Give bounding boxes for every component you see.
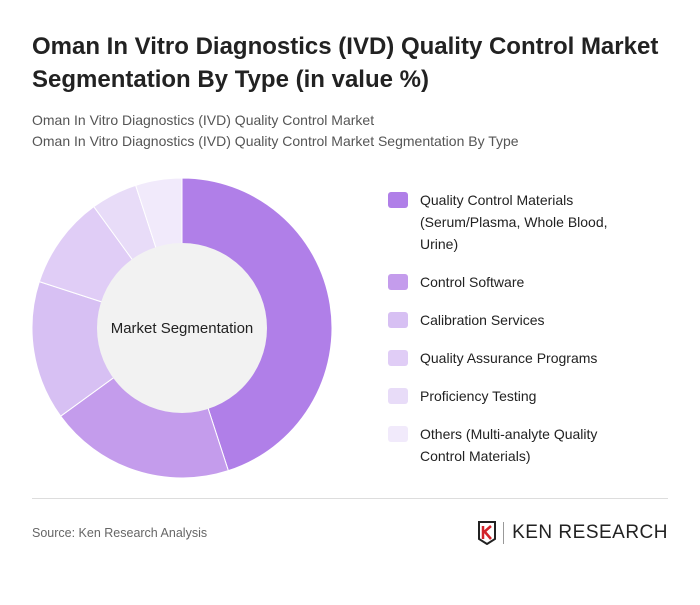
donut-chart: Market Segmentation [31,177,333,479]
donut-hole [97,243,267,413]
legend-swatch [388,312,408,328]
legend-label: Calibration Services [420,312,545,328]
subtitle-2: Oman In Vitro Diagnostics (IVD) Quality … [32,133,519,149]
subtitles: Oman In Vitro Diagnostics (IVD) Quality … [32,110,668,152]
center-label: Market Segmentation [111,320,254,337]
source-note: Source: Ken Research Analysis [32,526,208,540]
divider [32,498,668,499]
ken-research-logo: KEN RESEARCH [477,521,668,545]
chart-area: Market Segmentation Quality Control Mate… [0,168,668,488]
legend-label: Control Software [420,274,525,290]
legend-swatch [388,388,408,404]
logo-shield-icon [478,521,497,545]
legend-swatch [388,350,408,366]
legend-label: Quality Assurance Programs [420,350,598,366]
legend-label: Proficiency Testing [420,388,537,404]
subtitle-1: Oman In Vitro Diagnostics (IVD) Quality … [32,112,375,128]
legend-item: Calibration Services [388,309,638,331]
legend-swatch [388,192,408,208]
logo-divider [503,522,505,544]
legend-swatch [388,426,408,442]
footer: Source: Ken Research Analysis KEN RESEAR… [32,521,668,545]
legend-item: Quality Control Materials (Serum/Plasma,… [388,189,638,255]
legend: Quality Control Materials (Serum/Plasma,… [388,189,638,467]
legend-item: Control Software [388,271,638,293]
legend-label: Others (Multi-analyte Quality Control Ma… [420,426,598,464]
legend-swatch [388,274,408,290]
legend-item: Others (Multi-analyte Quality Control Ma… [388,423,638,467]
legend-item: Quality Assurance Programs [388,347,638,369]
legend-item: Proficiency Testing [388,385,638,407]
page-title: Oman In Vitro Diagnostics (IVD) Quality … [32,33,659,93]
logo-text: KEN RESEARCH [512,522,668,543]
legend-label: Quality Control Materials (Serum/Plasma,… [420,192,608,252]
